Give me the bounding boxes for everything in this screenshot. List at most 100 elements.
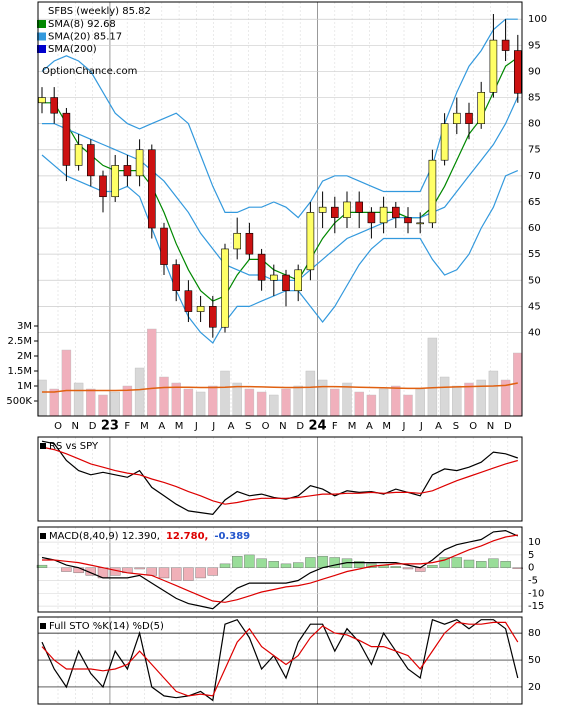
- x-tick-label: A: [158, 421, 165, 432]
- histogram-bar: [146, 567, 158, 576]
- x-tick-label: N: [487, 421, 494, 432]
- volume-bar: [281, 388, 291, 417]
- legend-swatch: [37, 45, 46, 53]
- volume-bar: [330, 388, 340, 417]
- title-part: 12.780,: [166, 531, 208, 542]
- candle-body: [148, 149, 156, 229]
- upper-band: [41, 18, 518, 219]
- histogram-bar: [183, 567, 194, 581]
- volume-bar: [269, 394, 279, 417]
- volume-tick-label: 1.5M: [7, 366, 32, 377]
- candle-body: [221, 248, 229, 328]
- y-tick-label: -5: [528, 576, 538, 587]
- volume-bar: [73, 382, 84, 417]
- y-tick-label: 65: [528, 197, 541, 208]
- volume-bar: [232, 382, 242, 417]
- volume-tick-label: 3M: [17, 321, 32, 332]
- y-tick-label: 20: [528, 682, 541, 693]
- candle-body: [87, 144, 95, 177]
- candle-body: [355, 201, 364, 213]
- volume-bar: [317, 379, 328, 417]
- x-tick-label: 24: [308, 419, 326, 434]
- volume-tick-label: 1M: [17, 381, 32, 392]
- title-part: MACD(8,40,9) 12.390,: [49, 531, 160, 542]
- histogram-bar: [170, 567, 182, 581]
- volume-bar: [476, 379, 486, 417]
- candle-body: [367, 212, 376, 224]
- candle-body: [416, 222, 425, 225]
- volume-bar: [305, 370, 316, 417]
- candle-body: [160, 227, 168, 265]
- candle-body: [233, 232, 241, 250]
- volume-bar: [49, 388, 59, 417]
- candle-body: [306, 212, 315, 271]
- volume-bar: [464, 382, 474, 417]
- panel-title: MACD(8,40,9) 12.390, 12.780, -0.389: [49, 531, 250, 542]
- volume-bar: [403, 394, 413, 417]
- candle-body: [465, 112, 473, 124]
- histogram-bar: [293, 562, 304, 568]
- x-tick-label: A: [435, 421, 442, 432]
- candle-body: [428, 159, 437, 224]
- volume-bar: [147, 328, 157, 417]
- candle-body: [477, 92, 486, 124]
- histogram-bar: [268, 561, 279, 568]
- candle-body: [99, 175, 107, 198]
- volume-bar: [98, 394, 108, 417]
- histogram-bar: [354, 561, 365, 568]
- series-line: [42, 534, 518, 603]
- x-tick-label: J: [402, 421, 406, 432]
- histogram-bar: [390, 566, 401, 568]
- candle-body: [452, 112, 461, 124]
- x-tick-label: J: [419, 421, 423, 432]
- candle-body: [501, 39, 510, 51]
- volume-bar: [86, 388, 96, 417]
- x-tick-label: S: [453, 421, 459, 432]
- volume-bar: [37, 379, 47, 417]
- x-tick-label: D: [504, 421, 512, 432]
- volume-bar: [244, 388, 255, 417]
- candle-body: [294, 269, 303, 292]
- y-tick-label: 50: [528, 275, 541, 286]
- candle-body: [245, 232, 254, 255]
- x-tick-label: F: [332, 421, 338, 432]
- histogram-bar: [256, 558, 267, 568]
- candle-body: [38, 97, 46, 104]
- title-swatch: [40, 443, 46, 449]
- legend-swatch: [37, 32, 46, 41]
- histogram-bar: [61, 567, 72, 572]
- panel-frame: [37, 1, 523, 417]
- volume-bar: [366, 394, 377, 417]
- volume-bar: [159, 376, 169, 417]
- histogram-bar: [463, 559, 475, 568]
- candle-body: [196, 306, 205, 312]
- histogram-bar: [219, 563, 231, 568]
- volume-bar: [208, 385, 218, 417]
- y-tick-label: -15: [528, 601, 544, 612]
- volume-bar: [110, 391, 120, 417]
- y-tick-label: 75: [528, 145, 541, 156]
- x-tick-label: F: [124, 421, 130, 432]
- series-line: [41, 621, 519, 697]
- candle-body: [269, 274, 278, 281]
- x-tick-label: M: [348, 421, 357, 432]
- histogram-bar: [36, 564, 48, 568]
- volume-average: [42, 382, 518, 393]
- volume-bar: [342, 382, 352, 417]
- x-tick-label: A: [366, 421, 373, 432]
- x-tick-label: S: [245, 421, 251, 432]
- histogram-bar: [158, 567, 170, 579]
- legend-label: SMA(200): [48, 44, 97, 55]
- histogram-bar: [280, 563, 292, 568]
- volume-bar: [195, 391, 206, 417]
- candle-body: [111, 165, 119, 198]
- x-tick-label: M: [175, 421, 184, 432]
- histogram-bar: [427, 564, 438, 568]
- volume-tick-label: 2.5M: [7, 336, 32, 347]
- candle-body: [343, 201, 351, 218]
- title-swatch: [40, 623, 46, 629]
- y-tick-label: 5: [528, 550, 534, 561]
- histogram-bar: [439, 557, 450, 568]
- histogram-bar: [134, 567, 145, 570]
- y-tick-label: 80: [528, 628, 541, 639]
